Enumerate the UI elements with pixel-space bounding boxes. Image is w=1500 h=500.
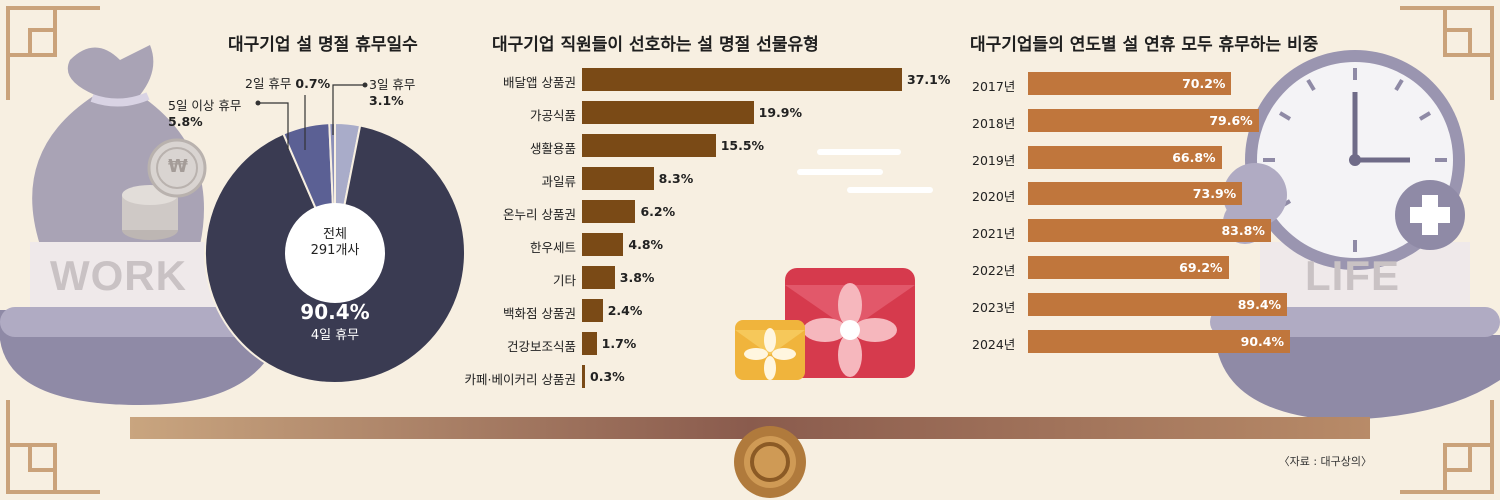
chart2-title: 대구기업 직원들이 선호하는 설 명절 선물유형 xyxy=(492,35,819,55)
year-label: 2018년 xyxy=(972,115,1016,131)
gift-type-bar xyxy=(582,233,624,256)
gift-type-bar xyxy=(582,134,716,157)
slice-label-2day: 2일 휴무 0.7% xyxy=(245,76,330,92)
slice-2day-value: 0.7% xyxy=(295,76,331,91)
gift-type-label: 한우세트 xyxy=(529,240,576,255)
donut-chart xyxy=(204,121,466,384)
gift-type-label: 온누리 상품권 xyxy=(503,207,576,222)
gift-type-label: 건강보조식품 xyxy=(506,339,576,354)
main-slice-label: 90.4% 4일 휴무 xyxy=(285,300,385,343)
year-bar xyxy=(1028,219,1271,243)
gift-type-bar xyxy=(582,299,603,322)
gift-type-bar xyxy=(582,101,754,124)
gift-box-icon xyxy=(785,268,915,378)
first-aid-icon xyxy=(1395,180,1465,250)
gift-type-bar xyxy=(582,332,597,355)
donut-center-title: 전체 xyxy=(323,227,347,242)
corner-frame-top-right xyxy=(1400,6,1494,100)
gift-type-bar xyxy=(582,365,585,388)
gift-type-label: 기타 xyxy=(552,273,576,288)
year-value: 79.6% xyxy=(1209,112,1253,128)
slice-label-5day: 5일 이상 휴무 5.8% xyxy=(168,98,241,131)
year-value: 89.4% xyxy=(1237,296,1282,312)
corner-frame-bottom-left xyxy=(6,400,100,494)
main-slice-name: 4일 휴무 xyxy=(310,328,360,343)
year-label: 2021년 xyxy=(972,226,1016,242)
gift-type-value: 6.2% xyxy=(640,204,676,219)
gift-type-label: 배달앱 상품권 xyxy=(503,75,576,90)
year-label: 2023년 xyxy=(972,299,1016,315)
main-slice-percent: 90.4% xyxy=(300,300,370,324)
year-label: 2022년 xyxy=(972,263,1016,278)
left-scale-pan xyxy=(0,242,292,405)
year-value: 73.9% xyxy=(1192,186,1237,202)
gift-type-value: 19.9% xyxy=(758,105,803,120)
gift-type-bar xyxy=(582,200,636,223)
gift-type-value: 4.8% xyxy=(628,237,664,252)
year-label: 2017년 xyxy=(972,79,1016,94)
year-bar xyxy=(1028,182,1243,206)
gift-type-value: 2.4% xyxy=(607,303,643,318)
gift-type-label: 카페·베이커리 상품권 xyxy=(464,372,576,387)
year-bar xyxy=(1028,329,1290,353)
corner-frame-bottom-right xyxy=(1400,400,1494,494)
year-value: 66.8% xyxy=(1172,149,1216,165)
cloud-decor xyxy=(797,149,933,193)
year-value: 90.4% xyxy=(1240,333,1284,349)
gift-type-bar xyxy=(582,167,654,190)
year-bar xyxy=(1028,292,1288,316)
chart3-title: 대구기업들의 연도별 설 연휴 모두 휴무하는 비중 xyxy=(970,35,1319,55)
slice-3day-value: 3.1% xyxy=(369,93,404,109)
donut-center-label: 전체 291개사 xyxy=(285,227,385,260)
donut-center xyxy=(285,203,385,303)
gift-type-label: 생활용품 xyxy=(529,141,576,156)
life-word: LIFE xyxy=(1305,252,1400,299)
year-value: 83.8% xyxy=(1221,223,1265,239)
slice-5day-value: 5.8% xyxy=(168,114,203,130)
year-label: 2024년 xyxy=(972,336,1016,352)
year-bar xyxy=(1028,145,1222,169)
slice-3day-name: 3일 휴무 xyxy=(369,77,416,92)
gift-type-label: 과일류 xyxy=(541,174,576,189)
year-bar xyxy=(1028,72,1232,95)
gift-type-value: 8.3% xyxy=(658,171,694,186)
gift-type-bar xyxy=(582,68,902,91)
gift-type-bar xyxy=(582,266,615,289)
scale-pivot xyxy=(734,426,806,498)
year-bar xyxy=(1028,256,1229,279)
slice-label-3day: 3일 휴무 3.1% xyxy=(369,77,415,110)
gift-type-label: 가공식품 xyxy=(529,108,576,123)
source-note: 〈자료 : 대구상의〉 xyxy=(1278,455,1372,468)
year-label: 2020년 xyxy=(972,189,1016,205)
corner-frame-top-left xyxy=(6,6,100,100)
chart1-title: 대구기업 설 명절 휴무일수 xyxy=(228,35,418,55)
won-coin-symbol: ₩ xyxy=(168,156,188,177)
year-value: 69.2% xyxy=(1179,260,1223,275)
donut-center-count: 291개사 xyxy=(310,243,360,259)
gift-type-value: 1.7% xyxy=(601,336,637,351)
year-value: 70.2% xyxy=(1182,76,1226,91)
work-word: WORK xyxy=(50,252,187,299)
slice-2day-name: 2일 휴무 xyxy=(245,76,292,91)
gift-type-value: 3.8% xyxy=(619,270,655,285)
gift-type-value: 37.1% xyxy=(907,72,951,87)
slice-5day-name: 5일 이상 휴무 xyxy=(168,98,242,113)
small-gift-box-icon xyxy=(735,320,805,380)
gift-type-label: 백화점 상품권 xyxy=(503,306,576,321)
coin-stack-icon xyxy=(122,138,207,240)
year-label: 2019년 xyxy=(972,152,1016,168)
year-bar xyxy=(1028,108,1259,132)
gift-type-value: 0.3% xyxy=(590,369,625,384)
gift-type-value: 15.5% xyxy=(720,138,765,153)
scale-beam xyxy=(130,417,1370,439)
